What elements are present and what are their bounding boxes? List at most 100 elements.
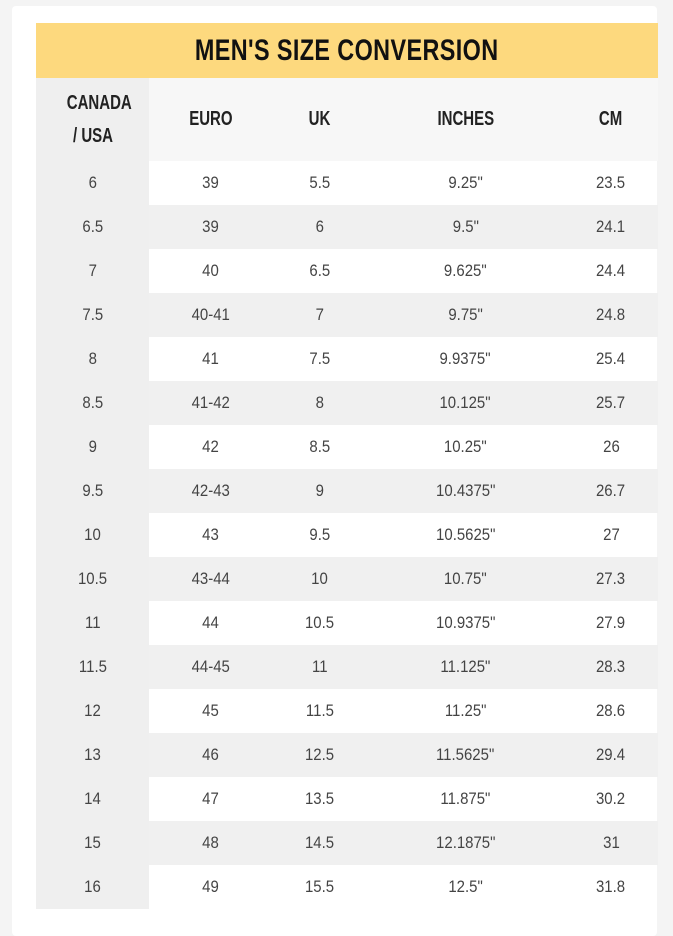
cell-inches: 10.25" xyxy=(444,437,487,456)
cell-cm: 24.1 xyxy=(564,205,658,249)
table-row: 6 39 5.5 9.25" 23.5 xyxy=(36,161,658,205)
cell-uk: 13.5 xyxy=(304,789,335,808)
column-header-uk: UK xyxy=(272,78,367,161)
cell-euro: 48 xyxy=(149,821,272,865)
cell-euro: 46 xyxy=(149,733,272,777)
cell-uk: 7 xyxy=(272,293,367,337)
cell-uk: 9.5 xyxy=(309,525,330,544)
cell-uk: 10 xyxy=(272,557,367,601)
cell-inches: 12.5" xyxy=(448,877,483,896)
cell-uk: 14.5 xyxy=(272,821,367,865)
cell-canada-usa: 11 xyxy=(36,601,149,645)
cell-inches: 12.1875" xyxy=(367,821,564,865)
cell-euro: 44 xyxy=(202,613,219,632)
cell-uk: 8 xyxy=(272,381,367,425)
table-row: 11.5 44-45 11 11.125" 28.3 xyxy=(36,645,658,689)
table-row: 14 47 13.5 11.875" 30.2 xyxy=(36,777,658,821)
table-row: 8.5 41-42 8 10.125" 25.7 xyxy=(36,381,658,425)
cell-cm: 24.8 xyxy=(564,293,658,337)
cell-uk: 6 xyxy=(272,205,367,249)
cell-uk: 8.5 xyxy=(309,437,330,456)
cell-inches: 9.5" xyxy=(367,205,564,249)
table-row: 13 46 12.5 11.5625" 29.4 xyxy=(36,733,658,777)
cell-cm: 27.9 xyxy=(596,613,626,632)
cell-inches: 10.4375" xyxy=(367,469,564,513)
cell-inches: 10.9375" xyxy=(435,613,496,632)
cell-canada-usa: 8 xyxy=(36,337,149,381)
cell-canada-usa: 12 xyxy=(36,689,149,733)
cell-cm: 31.8 xyxy=(596,877,626,896)
table-row: 12 45 11.5 11.25" 28.6 xyxy=(36,689,658,733)
column-header-euro: EURO xyxy=(149,78,272,161)
table-row: 11 44 10.5 10.9375" 27.9 xyxy=(36,601,658,645)
cell-cm: 27.3 xyxy=(564,557,658,601)
cell-canada-usa: 10.5 xyxy=(36,557,149,601)
cell-euro: 43-44 xyxy=(149,557,272,601)
cell-cm: 23.5 xyxy=(596,173,626,192)
table-row: 16 49 15.5 12.5" 31.8 xyxy=(36,865,658,909)
cell-cm: 31 xyxy=(564,821,658,865)
cell-canada-usa: 6 xyxy=(36,161,149,205)
column-header-inches: INCHES xyxy=(367,78,564,161)
cell-canada-usa: 7.5 xyxy=(36,293,149,337)
table-row: 7.5 40-41 7 9.75" 24.8 xyxy=(36,293,658,337)
table-row: 10 43 9.5 10.5625" 27 xyxy=(36,513,658,557)
cell-cm: 26.7 xyxy=(564,469,658,513)
cell-inches: 11.25" xyxy=(444,701,487,720)
table-row: 8 41 7.5 9.9375" 25.4 xyxy=(36,337,658,381)
cell-cm: 27 xyxy=(602,525,620,544)
cell-euro: 39 xyxy=(149,205,272,249)
table-body: 6 39 5.5 9.25" 23.5 6.5 39 6 9.5" 24.1 7 40 6.5 9.625… xyxy=(36,161,658,909)
column-header-canada-usa: CANADA / USA xyxy=(36,78,149,161)
cell-euro: 44-45 xyxy=(149,645,272,689)
cell-inches: 10.5625" xyxy=(435,525,496,544)
cell-inches: 11.125" xyxy=(367,645,564,689)
cell-euro: 49 xyxy=(202,877,219,896)
content-card: MEN'S SIZE CONVERSION CANADA / USA EURO UK… xyxy=(12,6,658,936)
cell-uk: 10.5 xyxy=(304,613,335,632)
cell-cm: 30.2 xyxy=(596,789,626,808)
cell-euro: 41-42 xyxy=(149,381,272,425)
cell-cm: 28.6 xyxy=(596,701,626,720)
cell-canada-usa: 6.5 xyxy=(36,205,149,249)
table-row: 9 42 8.5 10.25" 26 xyxy=(36,425,658,469)
cell-inches: 9.75" xyxy=(367,293,564,337)
table-row: 10.5 43-44 10 10.75" 27.3 xyxy=(36,557,658,601)
cell-inches: 9.25" xyxy=(448,173,483,192)
cell-uk: 7.5 xyxy=(309,349,330,368)
cell-uk: 11.5 xyxy=(305,701,334,720)
cell-canada-usa: 11.5 xyxy=(36,645,149,689)
cell-inches: 10.75" xyxy=(367,557,564,601)
cell-canada-usa: 10 xyxy=(36,513,149,557)
cell-euro: 47 xyxy=(202,789,219,808)
table-row: 15 48 14.5 12.1875" 31 xyxy=(36,821,658,865)
cell-inches: 9.625" xyxy=(444,261,487,280)
cell-cm: 24.4 xyxy=(596,261,626,280)
cell-cm: 26 xyxy=(602,437,620,456)
cell-uk: 11 xyxy=(272,645,367,689)
column-header-cm: CM xyxy=(564,78,658,161)
cell-uk: 6.5 xyxy=(309,261,330,280)
cell-inches: 11.5625" xyxy=(367,733,564,777)
cell-canada-usa: 14 xyxy=(36,777,149,821)
cell-canada-usa: 13 xyxy=(36,733,149,777)
cell-cm: 25.7 xyxy=(564,381,658,425)
cell-uk: 5.5 xyxy=(309,173,330,192)
size-conversion-table: MEN'S SIZE CONVERSION CANADA / USA EURO UK… xyxy=(36,23,658,909)
cell-inches: 11.875" xyxy=(440,789,491,808)
cell-uk: 9 xyxy=(272,469,367,513)
cell-cm: 29.4 xyxy=(564,733,658,777)
cell-euro: 45 xyxy=(202,701,219,720)
table-row: 9.5 42-43 9 10.4375" 26.7 xyxy=(36,469,658,513)
cell-euro: 41 xyxy=(202,349,219,368)
table-title: MEN'S SIZE CONVERSION xyxy=(36,23,658,78)
cell-canada-usa: 8.5 xyxy=(36,381,149,425)
cell-euro: 43 xyxy=(202,525,219,544)
cell-cm: 25.4 xyxy=(596,349,626,368)
table-row: 7 40 6.5 9.625" 24.4 xyxy=(36,249,658,293)
cell-euro: 42 xyxy=(202,437,219,456)
cell-canada-usa: 7 xyxy=(36,249,149,293)
cell-euro: 40 xyxy=(202,261,219,280)
header-row: CANADA / USA EURO UK INCHES CM xyxy=(36,78,658,161)
cell-canada-usa: 16 xyxy=(36,865,149,909)
